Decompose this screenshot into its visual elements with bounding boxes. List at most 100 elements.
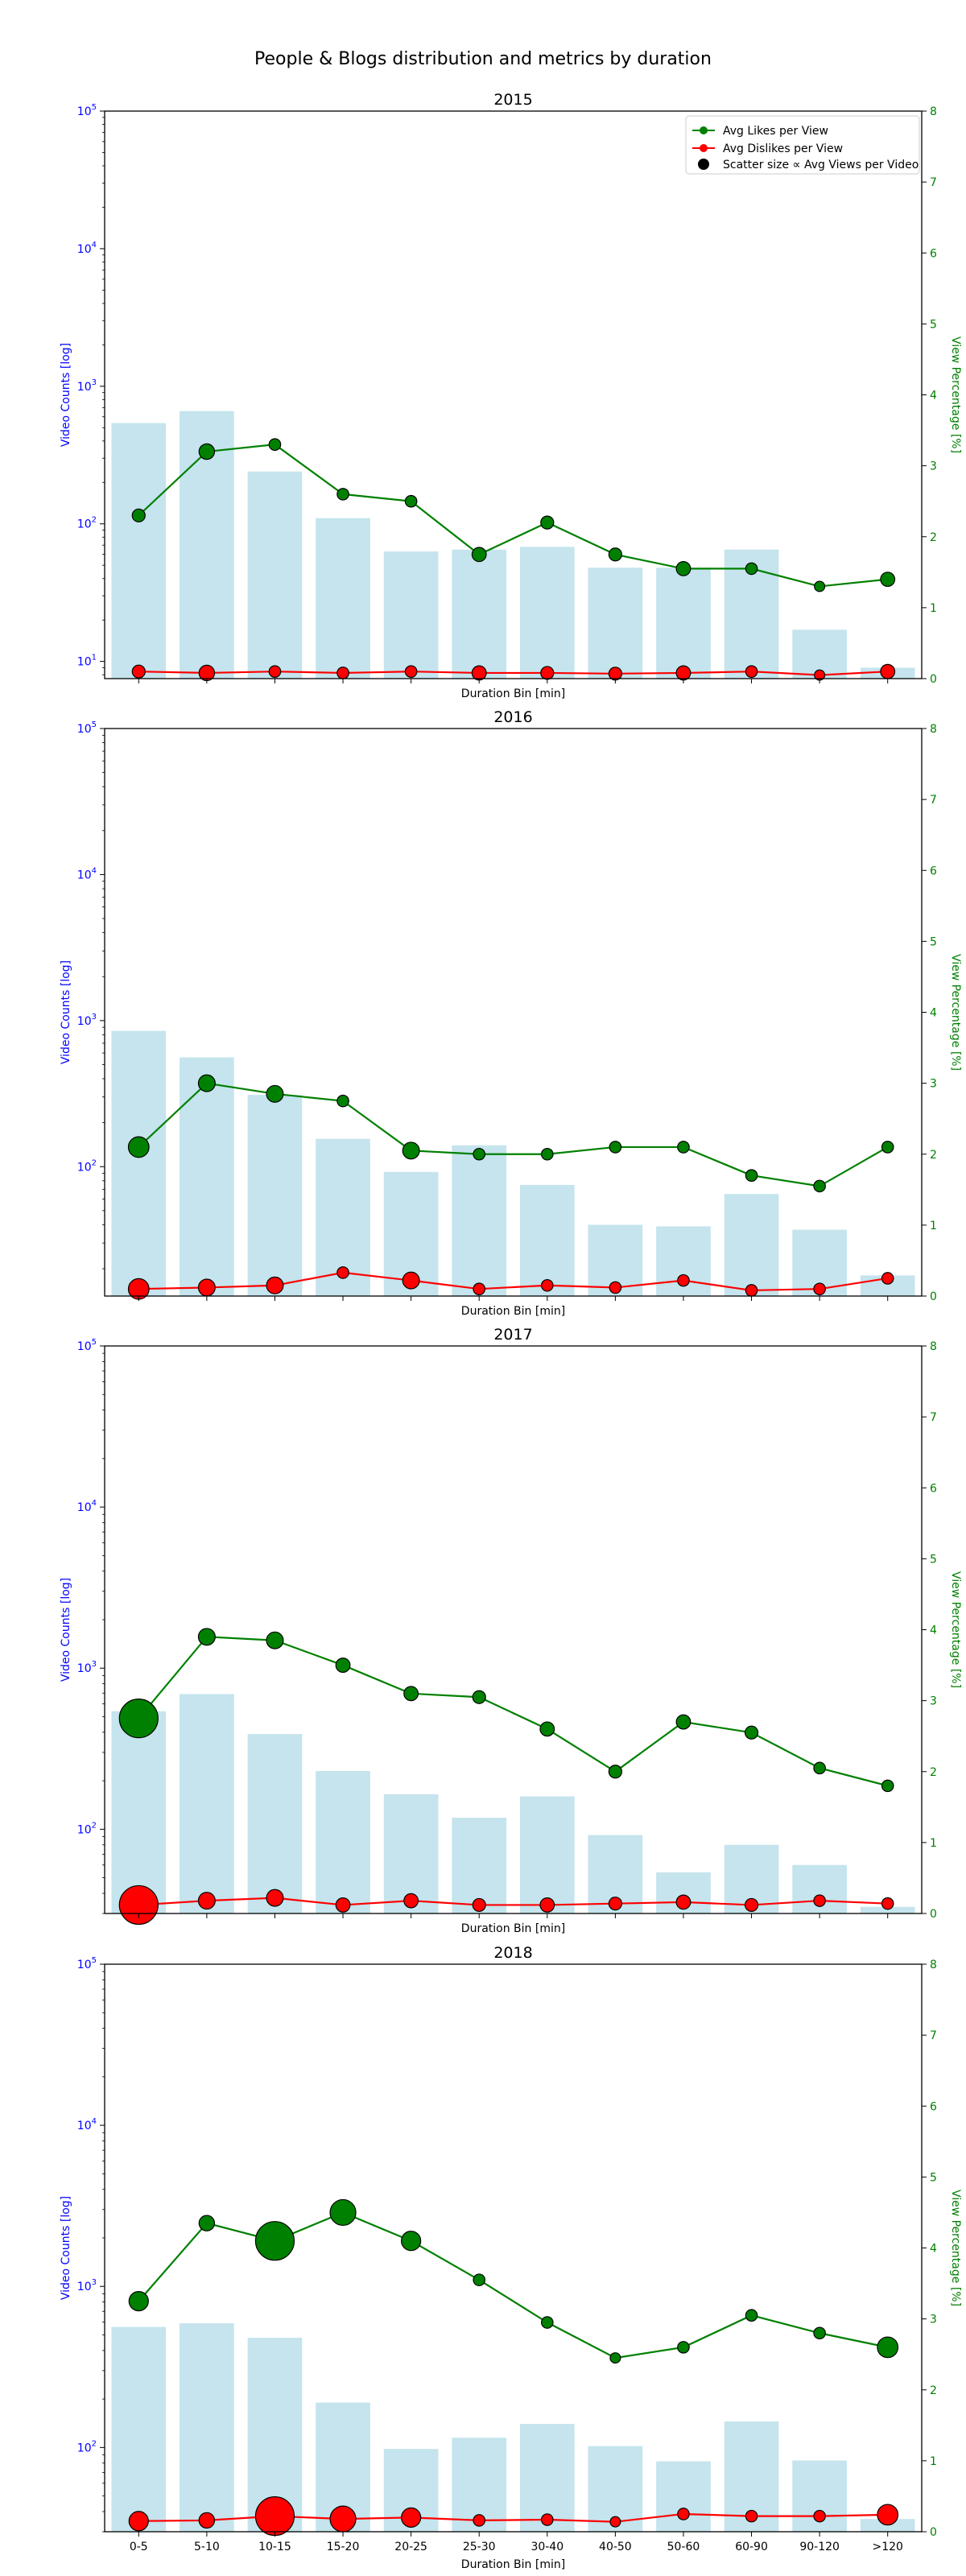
scatter-point	[677, 1141, 690, 1154]
series-line	[138, 671, 888, 676]
scatter-point	[608, 1765, 622, 1779]
y2-tick-label: 0	[930, 673, 937, 686]
scatter-point	[540, 2316, 554, 2329]
scatter-point	[198, 2215, 216, 2231]
y2-tick-label: 3	[930, 1695, 937, 1708]
x-axis-label: Duration Bin [min]	[461, 1305, 565, 1318]
panel-title: 2016	[493, 708, 532, 726]
count-bar	[180, 2323, 234, 2532]
scatter-point	[677, 2341, 690, 2354]
scatter-point	[539, 1721, 555, 1737]
count-bar	[724, 1194, 779, 1296]
scatter-point	[131, 508, 146, 522]
y2-tick-label: 2	[930, 531, 937, 544]
legend-scatter-marker	[698, 159, 709, 170]
scatter-point	[813, 1761, 826, 1775]
count-bar	[111, 1711, 167, 1913]
series-line	[138, 444, 888, 588]
scatter-point	[198, 443, 216, 460]
y2-tick-label: 6	[930, 865, 937, 877]
y2-tick-label: 1	[930, 602, 937, 615]
count-bar	[656, 568, 711, 679]
y2-tick-label: 5	[930, 2171, 937, 2184]
count-bar	[180, 1694, 234, 1913]
x-tick-label: 0-5	[130, 2541, 148, 2553]
count-bar	[519, 1184, 575, 1296]
scatter-point	[813, 1282, 826, 1295]
count-bar	[111, 423, 167, 679]
y2-tick-label: 6	[930, 2100, 937, 2113]
scatter-point	[402, 1141, 420, 1160]
x-tick-label: 25-30	[463, 2541, 496, 2553]
scatter-point	[813, 2326, 826, 2340]
count-bar	[316, 518, 370, 679]
scatter-point	[197, 1074, 216, 1092]
scatter-point	[118, 1885, 159, 1926]
x-tick-label: 40-50	[599, 2541, 632, 2553]
count-bar	[452, 1817, 507, 1913]
scatter-point	[677, 2508, 690, 2520]
x-tick-label: 30-40	[530, 2541, 564, 2553]
y2-tick-label: 0	[930, 2526, 937, 2539]
x-tick-label: >120	[872, 2541, 902, 2553]
scatter-point	[675, 561, 691, 576]
x-tick-label: 10-15	[258, 2541, 291, 2553]
scatter-point	[197, 1892, 216, 1910]
y2-tick-label: 0	[930, 1290, 937, 1303]
scatter-point	[877, 2336, 899, 2359]
scatter-point	[266, 1889, 284, 1907]
count-bar	[247, 471, 303, 679]
scatter-point	[609, 2352, 621, 2364]
scatter-point	[336, 1266, 349, 1279]
x-tick-label: 20-25	[394, 2541, 427, 2553]
count-bar	[656, 2461, 711, 2532]
scatter-point	[880, 663, 896, 679]
y-axis-label: Video Counts [log]	[60, 343, 72, 447]
y2-tick-label: 2	[930, 1766, 937, 1779]
scatter-point	[744, 1725, 759, 1740]
y2-axis-label: View Percentage [%]	[949, 336, 962, 453]
scatter-point	[880, 572, 896, 588]
scatter-point	[675, 665, 691, 681]
scatter-point	[403, 1686, 419, 1702]
scatter-point	[128, 2290, 149, 2312]
x-tick-label: 15-20	[327, 2541, 360, 2553]
scatter-point	[540, 666, 555, 680]
count-bar	[247, 1734, 303, 1913]
scatter-point	[329, 2505, 357, 2533]
count-bar	[383, 551, 439, 679]
y2-tick-label: 1	[930, 1837, 937, 1850]
x-tick-label: 60-90	[735, 2541, 768, 2553]
x-tick-label: 50-60	[667, 2541, 700, 2553]
y2-tick-label: 7	[930, 2029, 937, 2042]
scatter-point	[197, 1628, 216, 1646]
y-axis-label: Video Counts [log]	[60, 1578, 72, 1682]
scatter-point	[268, 665, 282, 678]
scatter-point	[540, 1147, 554, 1161]
scatter-point	[813, 1894, 826, 1907]
x-axis-label: Duration Bin [min]	[461, 687, 565, 700]
scatter-point	[471, 665, 487, 681]
scatter-point	[268, 438, 282, 451]
y2-tick-label: 2	[930, 2384, 937, 2397]
figure-suptitle: People & Blogs distribution and metrics …	[254, 49, 712, 69]
scatter-point	[131, 664, 146, 679]
series-line	[138, 1636, 888, 1787]
count-bar	[247, 1095, 303, 1296]
scatter-point	[814, 580, 826, 592]
y2-tick-label: 7	[930, 794, 937, 807]
count-bar	[111, 1030, 167, 1296]
scatter-point	[813, 1179, 826, 1193]
y2-axis-label: View Percentage [%]	[949, 2190, 962, 2306]
count-bar	[452, 549, 507, 679]
scatter-point	[540, 1278, 554, 1292]
count-bar	[452, 1145, 507, 1296]
scatter-point	[336, 1094, 349, 1108]
scatter-point	[198, 2512, 216, 2529]
y2-tick-label: 7	[930, 1411, 937, 1424]
y2-tick-label: 5	[930, 935, 937, 948]
